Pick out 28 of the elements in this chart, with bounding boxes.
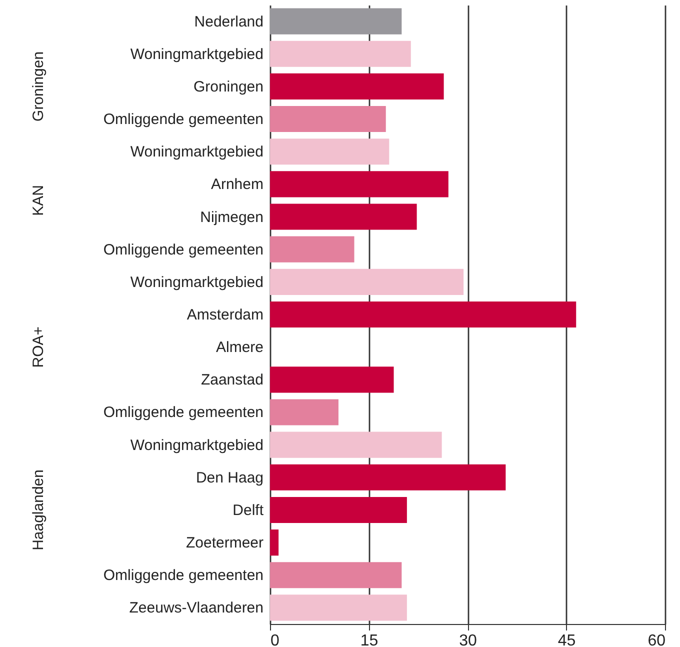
y-tick-label: Zoetermeer	[186, 534, 264, 552]
y-tick-label: Nijmegen	[200, 208, 264, 226]
y-tick-label: Den Haag	[196, 469, 264, 486]
y-tick-label: Almere	[216, 339, 264, 356]
y-tick-label: Woningmarktgebied	[130, 274, 264, 291]
y-tick-label: Delft	[232, 502, 264, 519]
y-tick-label: Nederland	[194, 13, 264, 30]
y-tick-label: Woningmarktgebied	[130, 144, 264, 161]
y-tick-label: Woningmarktgebied	[130, 436, 264, 454]
text: Haaglanden	[30, 470, 47, 550]
x-tick-label: 60	[648, 632, 666, 647]
y-tick-label: Omliggende gemeenten	[103, 567, 264, 584]
y-tick-label: Zaanstad	[200, 372, 264, 389]
x-tick-label: 15	[360, 632, 378, 647]
y-tick-label: Omliggende gemeenten	[103, 241, 264, 258]
x-tick-label: 30	[459, 632, 477, 647]
y-tick-label: Groningen	[193, 78, 264, 96]
x-tick-label: 0	[270, 632, 280, 647]
y-tick-label: Omliggende gemeenten	[103, 404, 264, 422]
y-tick-label: Omliggende gemeenten	[103, 111, 264, 128]
text: ROA+	[30, 326, 47, 368]
y-tick-label: Woningmarktgebied	[130, 46, 264, 63]
text: Groningen	[30, 51, 47, 122]
y-tick-label: Amsterdam	[186, 306, 264, 324]
y-tick-label: Arnhem	[210, 176, 264, 194]
x-tick-label: 45	[558, 632, 576, 647]
y-tick-label: Zeeuws-Vlaanderen	[129, 600, 264, 617]
text: KAN	[30, 185, 47, 216]
